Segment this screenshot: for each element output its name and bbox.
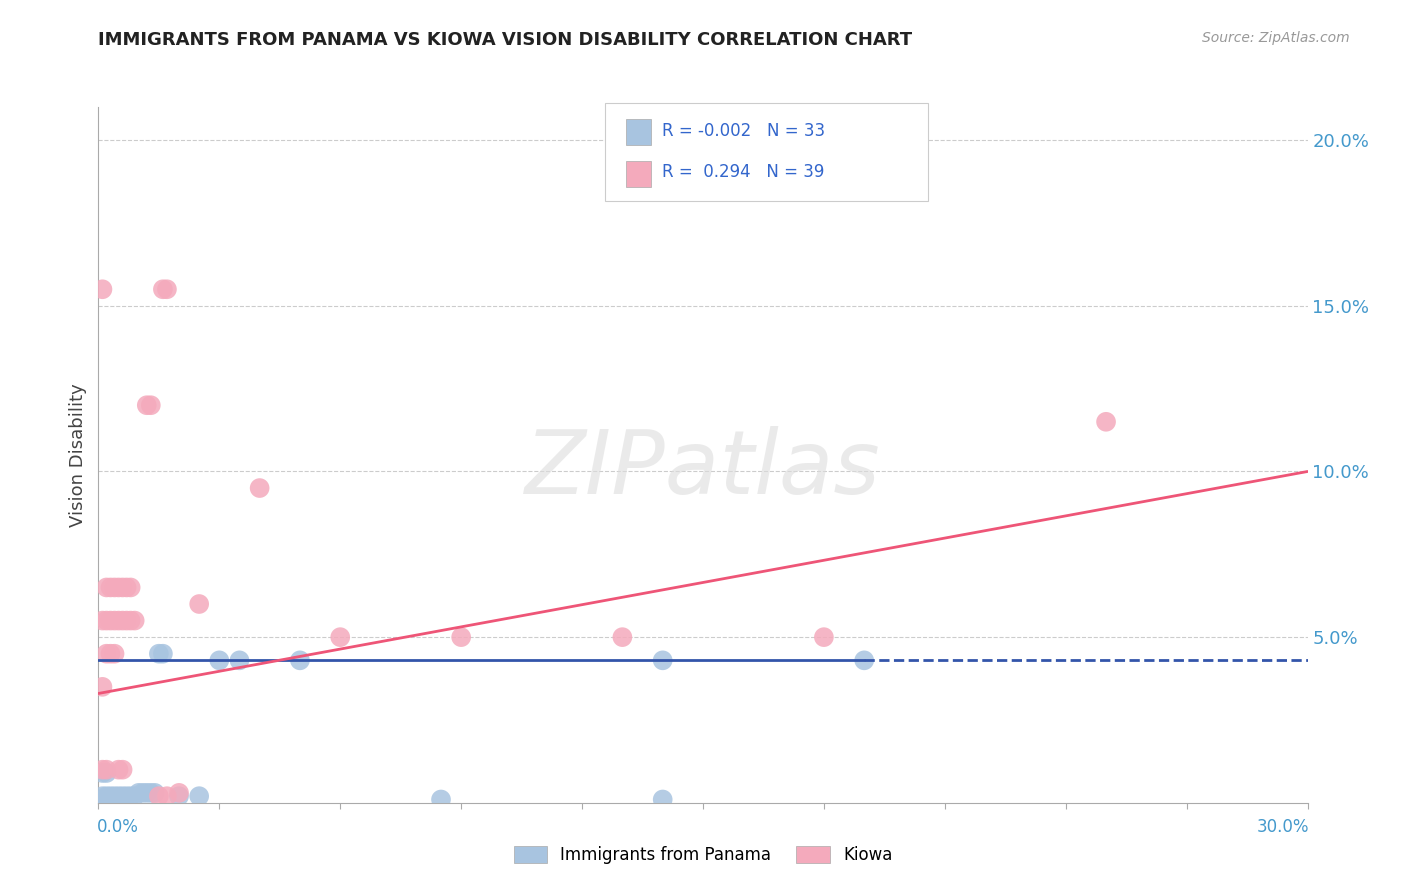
Point [91, 680, 114, 694]
Point [128, 786, 150, 800]
Point [111, 581, 134, 595]
Point [156, 282, 179, 296]
Text: IMMIGRANTS FROM PANAMA VS KIOWA VISION DISABILITY CORRELATION CHART: IMMIGRANTS FROM PANAMA VS KIOWA VISION D… [98, 31, 912, 49]
Point [152, 282, 174, 296]
Point [100, 614, 122, 628]
Point [188, 597, 211, 611]
Point [120, 581, 142, 595]
Point [115, 789, 138, 804]
Point [103, 792, 125, 806]
Point [107, 792, 129, 806]
Point [450, 630, 472, 644]
Point [100, 792, 122, 806]
Point [96, 614, 118, 628]
Point [96, 789, 118, 804]
Point [167, 789, 190, 804]
Point [91, 614, 114, 628]
Point [91, 763, 114, 777]
Text: ZIPatlas: ZIPatlas [526, 425, 880, 512]
Point [120, 789, 142, 804]
Point [288, 653, 311, 667]
Point [167, 786, 190, 800]
Point [152, 647, 174, 661]
Point [148, 647, 170, 661]
Point [100, 581, 122, 595]
Point [91, 282, 114, 296]
Point [100, 789, 122, 804]
Point [228, 653, 250, 667]
Point [1095, 415, 1118, 429]
Point [139, 398, 162, 412]
Point [651, 653, 673, 667]
Point [249, 481, 271, 495]
Point [103, 789, 125, 804]
Point [96, 647, 118, 661]
Point [91, 792, 114, 806]
Point [651, 792, 673, 806]
Point [96, 766, 118, 780]
Point [853, 653, 876, 667]
Point [107, 789, 129, 804]
Point [139, 786, 162, 800]
Point [96, 792, 118, 806]
Point [148, 789, 170, 804]
Point [115, 581, 138, 595]
Point [111, 763, 134, 777]
Point [103, 614, 125, 628]
Point [91, 789, 114, 804]
Point [103, 581, 125, 595]
Point [132, 786, 155, 800]
Text: R = -0.002   N = 33: R = -0.002 N = 33 [662, 122, 825, 140]
Point [135, 398, 157, 412]
Point [96, 763, 118, 777]
Point [100, 647, 122, 661]
Point [124, 614, 146, 628]
Point [329, 630, 352, 644]
Text: 30.0%: 30.0% [1257, 818, 1309, 836]
Point [107, 581, 129, 595]
Point [111, 614, 134, 628]
Point [107, 763, 129, 777]
Legend: Immigrants from Panama, Kiowa: Immigrants from Panama, Kiowa [508, 839, 898, 871]
Point [124, 789, 146, 804]
Point [135, 786, 157, 800]
Point [208, 653, 231, 667]
Point [103, 647, 125, 661]
Point [111, 792, 134, 806]
Point [107, 614, 129, 628]
Point [188, 789, 211, 804]
Text: R =  0.294   N = 39: R = 0.294 N = 39 [662, 163, 824, 181]
Point [813, 630, 835, 644]
Text: Source: ZipAtlas.com: Source: ZipAtlas.com [1202, 31, 1350, 45]
Point [115, 614, 138, 628]
Point [91, 766, 114, 780]
Text: 0.0%: 0.0% [97, 818, 139, 836]
Point [111, 789, 134, 804]
Y-axis label: Vision Disability: Vision Disability [69, 383, 87, 527]
Point [156, 789, 179, 804]
Point [143, 786, 166, 800]
Point [120, 614, 142, 628]
Point [612, 630, 634, 644]
Point [430, 792, 453, 806]
Point [96, 581, 118, 595]
